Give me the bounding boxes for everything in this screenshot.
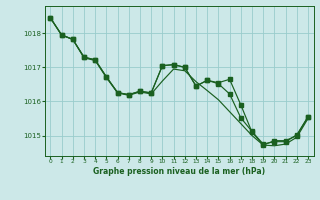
X-axis label: Graphe pression niveau de la mer (hPa): Graphe pression niveau de la mer (hPa) [93,167,265,176]
